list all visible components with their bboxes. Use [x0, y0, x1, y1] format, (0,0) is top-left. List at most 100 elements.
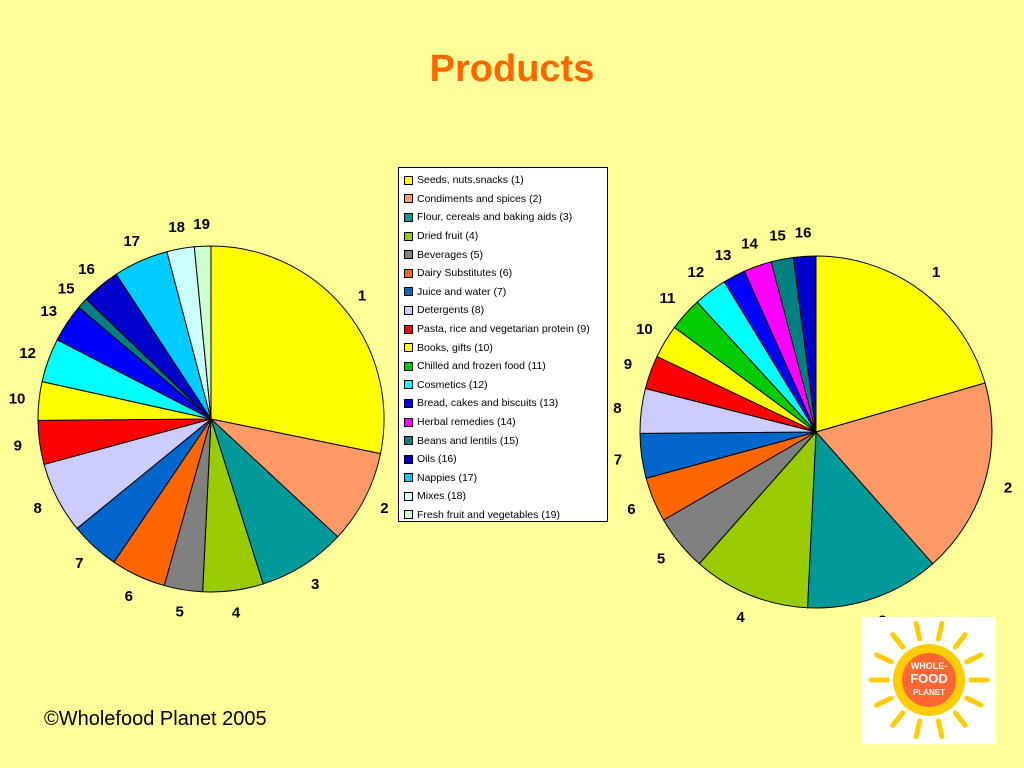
logo-text-line1: WHOLE-: [911, 661, 948, 671]
legend-item: Cosmetics (12): [404, 376, 607, 395]
legend-swatch: [404, 436, 413, 446]
legend-swatch: [404, 268, 413, 278]
right-pie-label-4: 4: [736, 609, 745, 626]
right-pie-label-12: 12: [688, 264, 705, 281]
left-pie-slice-19: [193, 245, 212, 420]
copyright-text: ©Wholefood Planet 2005: [44, 708, 267, 730]
legend-item: Pasta, rice and vegetarian protein (9): [404, 320, 607, 339]
legend-swatch: [404, 343, 413, 353]
legend-label: Herbal remedies (14): [417, 416, 516, 429]
left-pie-label-12: 12: [19, 345, 36, 362]
legend-label: Pasta, rice and vegetarian protein (9): [417, 323, 590, 336]
left-pie-slice-2: [209, 418, 382, 538]
legend-label: Flour, cereals and baking aids (3): [417, 211, 573, 224]
legend-item: Juice and water (7): [404, 283, 607, 302]
legend-label: Seeds, nuts,snacks (1): [417, 174, 524, 187]
left-pie-label-6: 6: [125, 588, 133, 605]
right-pie-label-1: 1: [932, 264, 940, 281]
legend-swatch: [404, 454, 413, 464]
legend-swatch: [404, 417, 413, 427]
legend-swatch: [404, 324, 413, 334]
legend-item: Beverages (5): [404, 245, 607, 264]
logo-text-line3: PLANET: [913, 688, 945, 697]
sun-ray: [874, 695, 894, 708]
legend-swatch: [404, 361, 413, 371]
right-pie-slice-16: [792, 255, 817, 433]
left-pie-label-19: 19: [193, 216, 210, 233]
left-pie-label-15: 15: [58, 281, 75, 298]
legend-swatch: [404, 380, 413, 390]
legend-item: Detergents (8): [404, 301, 607, 320]
sun-ray: [964, 652, 984, 665]
right-pie-slice-1: [815, 255, 986, 433]
legend-swatch: [404, 212, 413, 222]
left-pie-label-10: 10: [9, 391, 26, 408]
right-pie-label-2: 2: [1004, 480, 1012, 497]
sun-ray: [935, 718, 945, 740]
legend-swatch: [404, 231, 413, 241]
left-pie-label-17: 17: [123, 233, 140, 250]
legend-label: Detergents (8): [417, 304, 485, 317]
sun-ray: [874, 652, 894, 665]
page-title: Products: [429, 48, 595, 90]
legend-label: Juice and water (7): [417, 285, 507, 298]
right-pie-label-8: 8: [613, 400, 621, 417]
legend-label: Bread, cakes and biscuits (13): [417, 397, 559, 410]
legend-item: Seeds, nuts,snacks (1): [404, 171, 607, 190]
right-pie-label-10: 10: [636, 321, 653, 338]
sun-ray: [964, 695, 984, 708]
sun-ray: [913, 620, 923, 642]
legend-label: Condiments and spices (2): [417, 192, 542, 205]
legend-label: Beverages (5): [417, 248, 483, 261]
legend-item: Chilled and frozen food (11): [404, 357, 607, 376]
right-pie-label-16: 16: [795, 224, 812, 241]
legend-item: Fresh fruit and vegetables (19): [404, 506, 607, 525]
legend-swatch: [404, 175, 413, 185]
right-pie-label-13: 13: [715, 247, 732, 264]
legend-item: Condiments and spices (2): [404, 190, 607, 209]
sun-ray: [890, 710, 906, 728]
left-pie-label-5: 5: [176, 603, 184, 620]
legend-item: Dairy Substitutes (6): [404, 264, 607, 283]
legend-swatch: [404, 194, 413, 204]
legend-swatch: [404, 473, 413, 483]
legend-label: Dairy Substitutes (6): [417, 267, 513, 280]
legend-label: Fresh fruit and vegetables (19): [417, 508, 560, 521]
left-pie-slice-3: [209, 417, 339, 585]
left-pie-label-3: 3: [311, 576, 319, 593]
right-pie-label-9: 9: [624, 356, 632, 373]
pie-chart-right: 12345678910111213141516: [613, 224, 1012, 629]
legend-swatch: [404, 287, 413, 297]
left-pie-label-8: 8: [33, 500, 41, 517]
legend-item: Dried fruit (4): [404, 227, 607, 246]
legend-item: Bread, cakes and biscuits (13): [404, 394, 607, 413]
legend-item: Nappies (17): [404, 469, 607, 488]
left-pie-label-4: 4: [232, 604, 241, 621]
legend-item: Mixes (18): [404, 487, 607, 506]
logo-text-line2: FOOD: [910, 671, 948, 686]
left-pie-label-7: 7: [75, 555, 83, 572]
right-pie-label-11: 11: [659, 290, 675, 307]
legend-item: Flour, cereals and baking aids (3): [404, 208, 607, 227]
sun-ray: [890, 632, 906, 650]
sun-rays-icon: [868, 620, 990, 740]
legend-item: Herbal remedies (14): [404, 413, 607, 432]
right-pie-label-6: 6: [627, 501, 635, 518]
legend-swatch: [404, 510, 413, 520]
right-pie-label-15: 15: [769, 228, 786, 245]
sun-ray: [913, 718, 923, 740]
left-pie-slice-1: [210, 245, 385, 455]
wholefood-planet-logo: WHOLE- FOOD PLANET: [862, 617, 996, 744]
legend-swatch: [404, 305, 413, 315]
chart-legend: Seeds, nuts,snacks (1) Condiments and spi…: [398, 167, 608, 522]
right-pie-slice-4: [698, 430, 817, 609]
right-pie-label-7: 7: [614, 451, 622, 468]
sun-ray: [935, 620, 945, 642]
legend-swatch: [404, 250, 413, 260]
legend-label: Dried fruit (4): [417, 230, 479, 243]
right-pie-slice-2: [815, 382, 993, 565]
legend-label: Mixes (18): [417, 490, 467, 503]
legend-label: Beans and lentils (15): [417, 434, 519, 447]
